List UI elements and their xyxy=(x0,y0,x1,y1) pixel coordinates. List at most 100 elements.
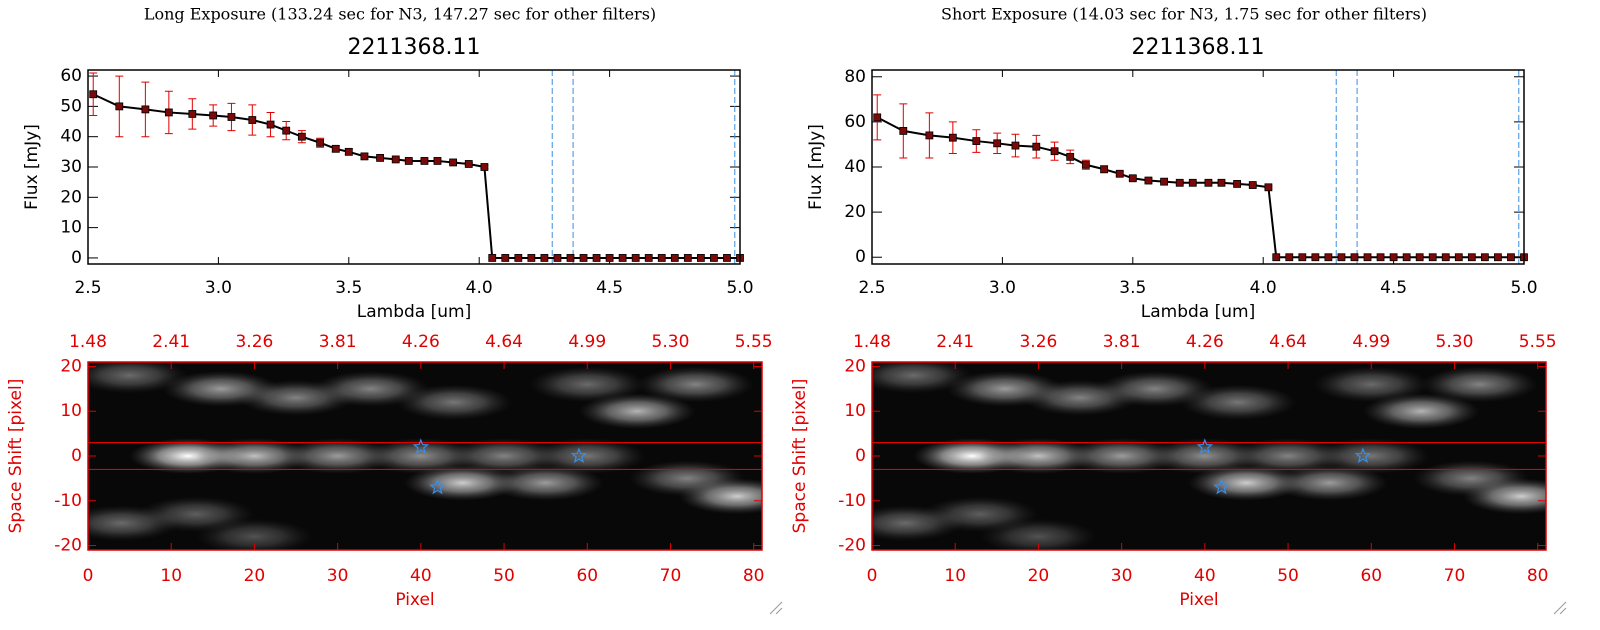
data-point xyxy=(514,254,523,262)
x2-tick-label: 2.41 xyxy=(152,332,190,352)
image-blob xyxy=(362,438,480,474)
data-point xyxy=(1428,253,1437,262)
data-point xyxy=(1128,174,1137,183)
data-point xyxy=(540,254,549,262)
data-point xyxy=(188,110,197,118)
data-point xyxy=(360,152,369,161)
y-tick-label: -10 xyxy=(54,491,82,511)
data-point xyxy=(1402,253,1411,262)
plot-frame xyxy=(87,69,741,265)
x-tick-label: 10 xyxy=(944,566,966,586)
data-point xyxy=(948,133,957,142)
data-point xyxy=(1050,147,1059,156)
data-point xyxy=(1350,253,1359,262)
x-axis-label: Lambda [um] xyxy=(357,302,471,322)
data-point xyxy=(710,254,718,262)
image-blob xyxy=(1313,438,1430,474)
y-tick-label: 60 xyxy=(844,112,866,132)
y-tick-label: 20 xyxy=(60,356,82,376)
y-tick-label: 0 xyxy=(71,446,82,466)
y-tick-label: 10 xyxy=(844,401,866,421)
data-point xyxy=(209,111,218,120)
image-blob xyxy=(529,366,646,403)
y-axis-label: Flux [mJy] xyxy=(806,124,826,210)
x-tick-label: 4.5 xyxy=(596,278,623,298)
star-marker xyxy=(570,447,588,464)
star-marker xyxy=(1354,447,1372,464)
data-point xyxy=(316,138,325,147)
x2-tick-label: 3.81 xyxy=(1103,332,1141,352)
data-point xyxy=(1298,253,1307,262)
image-blob xyxy=(196,518,313,550)
data-point xyxy=(420,157,429,165)
data-point xyxy=(115,102,124,111)
x2-tick-label: 3.26 xyxy=(1019,332,1057,352)
x-tick-label: 60 xyxy=(1360,566,1382,586)
data-point xyxy=(1032,142,1041,151)
plot-frame xyxy=(871,69,1525,265)
data-point xyxy=(1248,181,1257,189)
star-marker xyxy=(412,438,430,455)
image-blob xyxy=(1063,438,1180,474)
chart-title: Long Exposure (133.24 sec for N3, 147.27… xyxy=(144,5,656,24)
data-point xyxy=(527,254,536,262)
data-point xyxy=(993,139,1002,148)
data-point xyxy=(631,254,640,262)
image-blob xyxy=(1179,384,1297,421)
y-tick-label: 10 xyxy=(60,218,82,238)
data-point xyxy=(1480,253,1489,262)
x-axis-label: Lambda [um] xyxy=(1141,302,1255,322)
data-point xyxy=(297,132,306,141)
data-point xyxy=(1363,253,1372,262)
data-point xyxy=(1188,178,1197,187)
x2-tick-label: 3.26 xyxy=(235,332,273,352)
y-axis-label: Space Shift [pixel] xyxy=(790,379,810,534)
image-blob xyxy=(88,362,188,394)
y-tick-label: 40 xyxy=(60,127,82,147)
x-tick-label: 20 xyxy=(1028,566,1050,586)
data-point xyxy=(899,127,908,135)
y-tick-label: 0 xyxy=(855,446,866,466)
x-tick-label: 50 xyxy=(1277,566,1299,586)
x-tick-label: 4.5 xyxy=(1380,278,1407,298)
data-point xyxy=(696,254,705,262)
data-point xyxy=(925,131,934,140)
x2-tick-label: 1.48 xyxy=(69,332,107,352)
image-blob xyxy=(1146,438,1264,474)
data-point xyxy=(449,158,458,167)
y-axis-label: Flux [mJy] xyxy=(22,124,42,210)
x2-tick-label: 2.41 xyxy=(936,332,974,352)
x-tick-label: 30 xyxy=(327,566,349,586)
x2-tick-label: 3.81 xyxy=(319,332,357,352)
x2-tick-label: 4.99 xyxy=(1352,332,1390,352)
y-tick-label: 40 xyxy=(844,157,866,177)
data-point xyxy=(1415,253,1424,262)
data-point xyxy=(1454,253,1463,262)
data-point xyxy=(391,155,400,164)
data-point xyxy=(1467,253,1476,262)
image-blob xyxy=(980,518,1097,550)
data-point xyxy=(1175,178,1184,187)
data-point xyxy=(488,254,497,262)
image-blob xyxy=(678,478,762,515)
data-point xyxy=(1337,253,1346,262)
x-tick-label: 2.5 xyxy=(74,278,101,298)
data-point xyxy=(501,254,510,262)
data-point xyxy=(1160,177,1168,186)
data-point xyxy=(1264,183,1273,192)
x-tick-label: 0 xyxy=(867,566,878,586)
y-tick-label: 20 xyxy=(844,202,866,222)
data-point xyxy=(1100,165,1109,174)
x-tick-label: 70 xyxy=(660,566,682,586)
data-point xyxy=(644,254,653,262)
image-blob xyxy=(578,393,696,430)
y-tick-label: -20 xyxy=(54,536,82,556)
data-point xyxy=(1115,169,1124,178)
data-point xyxy=(141,105,150,114)
data-point xyxy=(579,254,588,262)
image-blob xyxy=(1229,438,1347,474)
x-tick-label: 4.0 xyxy=(1250,278,1277,298)
data-point xyxy=(1011,141,1020,150)
image-blob xyxy=(279,438,396,474)
x-tick-label: 40 xyxy=(410,566,432,586)
